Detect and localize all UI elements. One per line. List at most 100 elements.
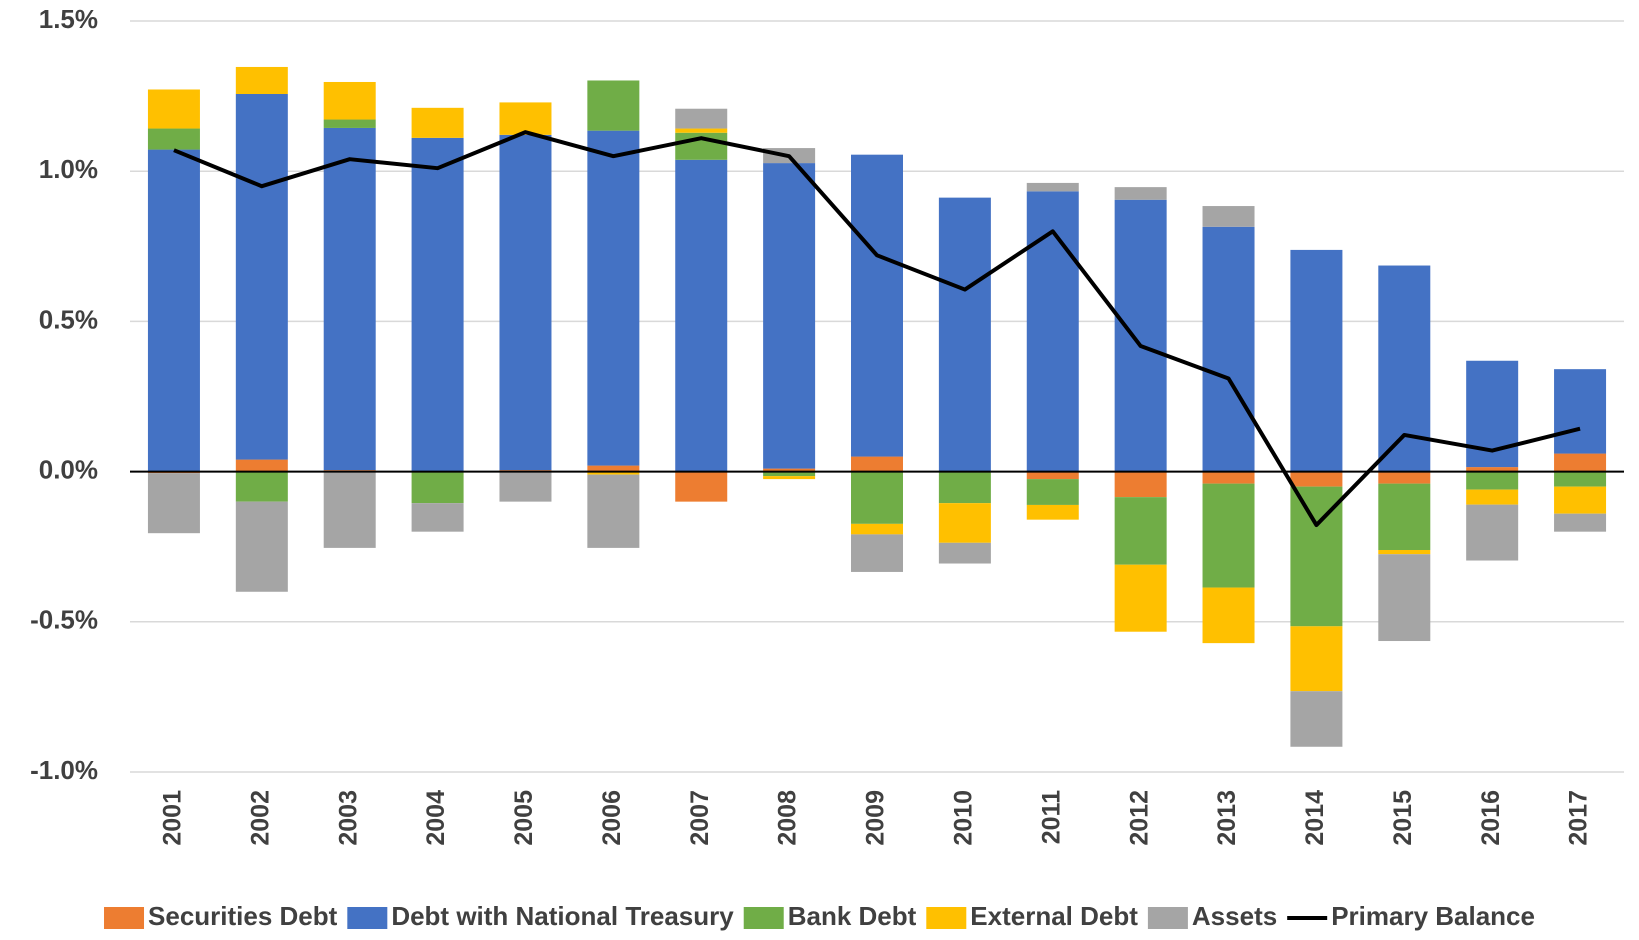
legend-label: Debt with National Treasury [391, 901, 734, 931]
bar-segment [1554, 369, 1607, 454]
x-tick-label: 2002 [246, 790, 274, 846]
bar-segment [323, 81, 376, 120]
bar-segment [147, 128, 200, 150]
bar-segment [1554, 486, 1607, 514]
x-tick-label: 2011 [1037, 790, 1065, 844]
bar-segment [763, 468, 816, 472]
bar-segment [1466, 467, 1519, 472]
bar-segment [1026, 479, 1079, 505]
legend-marker [347, 907, 388, 929]
bar-segment [851, 154, 903, 457]
bar-segment [1378, 471, 1431, 484]
bar-segment [675, 471, 728, 502]
bar-segment [851, 523, 903, 535]
y-tick-label: 0.5% [39, 304, 98, 334]
bar-segment [851, 456, 903, 472]
x-tick-label: 2004 [422, 790, 450, 846]
bar-segment [763, 163, 816, 469]
y-tick-label: -0.5% [30, 605, 98, 635]
x-tick-label: 2003 [334, 790, 362, 846]
bar-segment [411, 503, 464, 532]
legend-item: Securities Debt [104, 901, 338, 931]
bar-segment [411, 471, 464, 504]
bar-segment [675, 128, 728, 133]
bar-segment [1202, 471, 1255, 484]
bar-segment [587, 471, 640, 475]
bar-segment [411, 107, 464, 138]
bar-segment [1466, 471, 1519, 490]
bar-segment [1554, 471, 1607, 487]
bar-segment [1466, 504, 1519, 561]
bar-segment [1466, 489, 1519, 505]
bar-segment [1290, 691, 1343, 747]
bar-segment [411, 137, 464, 472]
x-tick-label: 2001 [159, 790, 187, 846]
legend-item: Primary Balance [1287, 901, 1535, 931]
x-tick-label: 2010 [949, 790, 977, 846]
bar-segment [1114, 471, 1167, 498]
bar-segment [587, 474, 640, 548]
bar-segment [1026, 182, 1079, 192]
bar-segment [323, 127, 376, 471]
bar-segment [1290, 249, 1343, 472]
legend-item: Assets [1147, 901, 1277, 931]
bar-segment [763, 471, 816, 477]
y-tick-label: 1.5% [39, 4, 98, 34]
bar-segment [1114, 564, 1167, 632]
legend-marker [926, 907, 967, 929]
bar-segment [675, 108, 728, 129]
bar-segment [587, 80, 640, 131]
bar-segment [235, 501, 288, 592]
x-tick-label: 2005 [510, 790, 538, 846]
bar-segment [1026, 504, 1079, 520]
bar-segment [235, 93, 288, 460]
bar-segment [1202, 483, 1255, 588]
legend-item: Debt with National Treasury [347, 901, 734, 931]
bar-segment [938, 542, 991, 564]
bar-segment [938, 197, 991, 472]
bar-segment [1202, 206, 1255, 227]
y-tick-label: 0.0% [39, 454, 98, 484]
bar-segment [851, 471, 903, 524]
bar-segment [938, 471, 991, 504]
legend: Securities Debt Debt with National Treasu… [104, 901, 1535, 931]
line-series [173, 130, 1581, 528]
bar-segment [1378, 265, 1431, 472]
bar-segment [147, 473, 200, 534]
x-tick-label: 2006 [598, 790, 626, 846]
bar-segment [675, 159, 728, 472]
bar-segment [1290, 626, 1343, 692]
bar-segment [147, 89, 200, 129]
bar-segment [235, 66, 288, 94]
legend-label: External Debt [970, 901, 1138, 931]
bars [147, 66, 1607, 747]
x-tick-label: 2008 [774, 790, 802, 846]
bar-segment [499, 102, 552, 135]
x-tick-label: 2013 [1213, 790, 1241, 846]
y-tick-label: -1.0% [30, 755, 98, 785]
bar-segment [1202, 226, 1255, 472]
x-tick-label: 2015 [1389, 790, 1417, 846]
legend-item: External Debt [926, 901, 1138, 931]
bar-segment [587, 130, 640, 466]
bar-segment [323, 119, 376, 128]
legend-label: Securities Debt [148, 901, 338, 931]
legend-label: Assets [1192, 901, 1277, 931]
x-tick-label: 2012 [1125, 790, 1153, 846]
bar-segment [235, 459, 288, 472]
bar-segment [1026, 471, 1079, 480]
x-tick-label: 2009 [862, 790, 890, 846]
bar-segment [499, 471, 552, 502]
legend-marker [743, 907, 784, 929]
legend-label: Primary Balance [1331, 901, 1535, 931]
bar-segment [1026, 191, 1079, 472]
bar-segment [323, 471, 376, 548]
bar-segment [1378, 550, 1431, 555]
x-tick-label: 2014 [1301, 790, 1329, 846]
bar-segment [1378, 554, 1431, 642]
bar-segment [235, 471, 288, 502]
bar-segment [763, 476, 816, 480]
x-tick-label: 2017 [1565, 790, 1593, 846]
bar-segment [1114, 187, 1167, 200]
